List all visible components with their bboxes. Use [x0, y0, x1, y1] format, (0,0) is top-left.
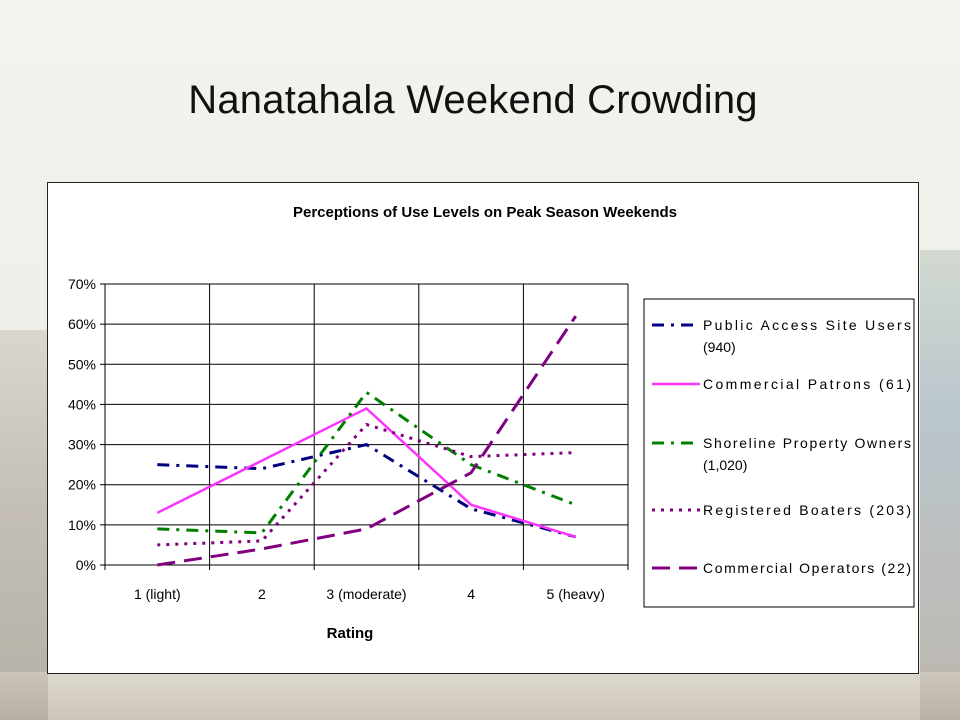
y-tick-label: 30% [68, 437, 96, 453]
legend-label: Public Access Site Users [703, 317, 911, 333]
background-rocks [0, 672, 960, 720]
legend-label: Commercial Operators (22) [703, 560, 911, 576]
series-line-5 [157, 315, 577, 567]
x-tick-label: 5 (heavy) [547, 586, 605, 602]
legend-box [643, 298, 915, 608]
legend-label: (1,020) [703, 457, 747, 473]
chart-panel: Perceptions of Use Levels on Peak Season… [47, 182, 919, 674]
legend-label: (940) [703, 339, 736, 355]
series-line-2 [156, 406, 577, 539]
slide-title: Nanatahala Weekend Crowding [188, 78, 758, 122]
y-tick-label: 0% [76, 557, 96, 573]
y-tick-label: 40% [68, 396, 96, 412]
y-tick-label: 50% [68, 356, 96, 372]
legend-label: Commercial Patrons (61) [703, 376, 911, 392]
y-tick-label: 10% [68, 517, 96, 533]
x-tick-label: 4 [467, 586, 475, 602]
x-tick-label: 2 [258, 586, 266, 602]
x-tick-label: 3 (moderate) [326, 586, 406, 602]
y-tick-label: 70% [68, 276, 96, 292]
chart-title: Perceptions of Use Levels on Peak Season… [293, 204, 677, 221]
background-trees [920, 250, 960, 720]
background-pier [0, 330, 48, 720]
series-line-3 [157, 390, 577, 535]
line-chart: Perceptions of Use Levels on Peak Season… [68, 204, 915, 642]
x-tick-label: 1 (light) [134, 586, 181, 602]
x-axis-label: Rating [327, 625, 374, 642]
y-tick-label: 20% [68, 477, 96, 493]
y-tick-label: 60% [68, 316, 96, 332]
series-line-1 [157, 442, 577, 539]
legend-label: Shoreline Property Owners [703, 435, 911, 451]
